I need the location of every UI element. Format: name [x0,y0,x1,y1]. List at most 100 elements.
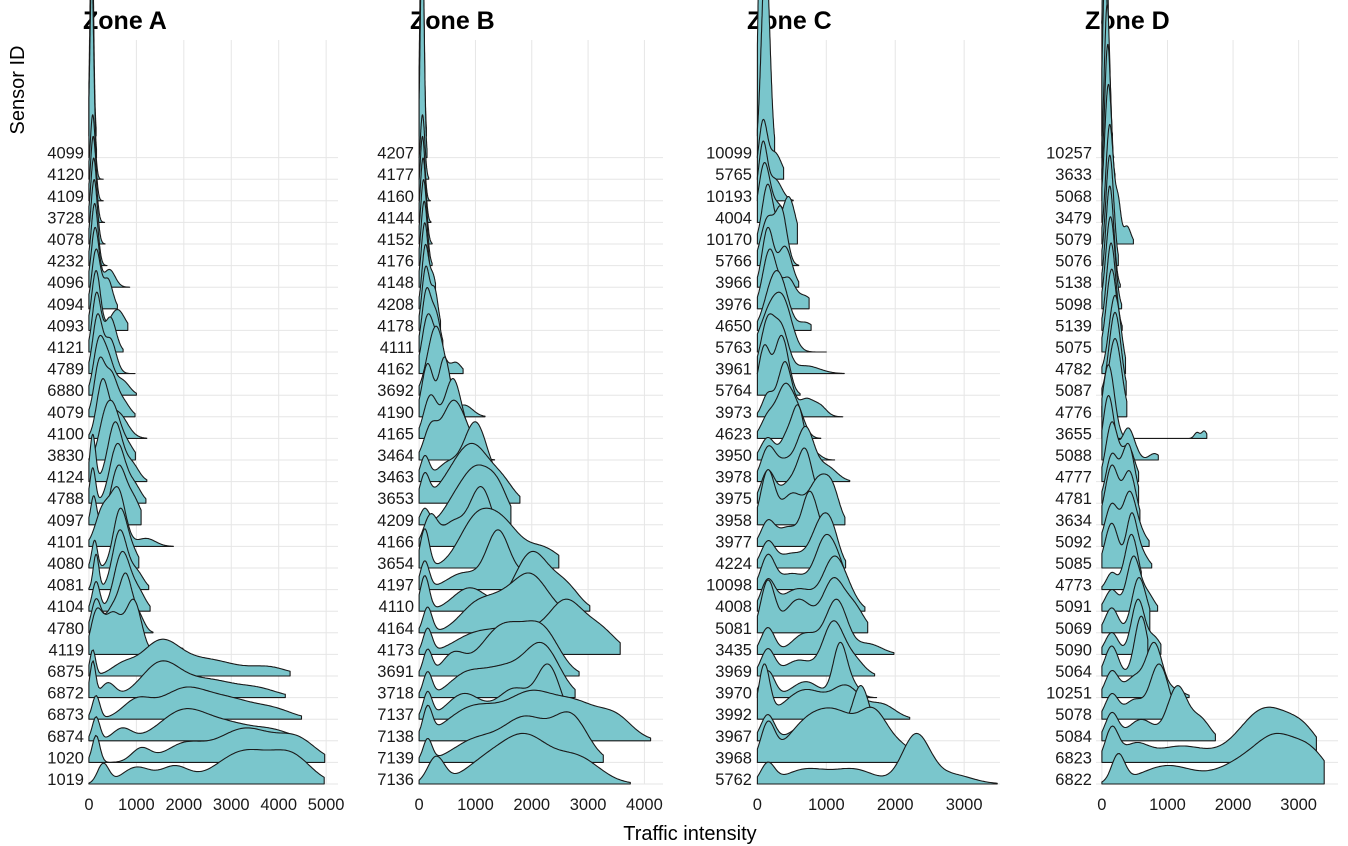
y-tick-label: 3463 [377,469,414,487]
density-ridge [756,469,846,526]
y-tick-label: 3978 [715,469,752,487]
y-tick-label: 4008 [715,598,752,616]
y-tick-label: 3973 [715,404,752,422]
y-tick-label: 4224 [715,555,752,573]
y-tick-label: 4178 [377,317,414,335]
y-tick-label: 3961 [715,361,752,379]
x-axis-title: Traffic intensity [623,823,756,845]
x-tick-label: 1000 [808,796,845,814]
density-ridge [418,0,428,159]
y-tick-label: 4152 [377,231,414,249]
y-tick-label: 4079 [47,404,84,422]
y-tick-label: 4782 [1055,361,1092,379]
y-tick-label: 3969 [715,663,752,681]
x-tick-label: 3000 [570,796,607,814]
y-tick-label: 4177 [377,166,414,184]
y-tick-label: 5139 [1055,317,1092,335]
y-tick-label: 5092 [1055,533,1092,551]
y-tick-label: 4093 [47,317,84,335]
y-tick-label: 5079 [1055,231,1092,249]
y-tick-label: 6875 [47,663,84,681]
y-tick-label: 4173 [377,641,414,659]
y-tick-label: 5076 [1055,253,1092,271]
y-tick-label: 4788 [47,490,84,508]
y-tick-label: 7138 [377,728,414,746]
density-ridge [1101,615,1149,677]
y-tick-label: 10170 [706,231,752,249]
y-tick-label: 3958 [715,512,752,530]
y-tick-label: 4776 [1055,404,1092,422]
y-tick-label: 4162 [377,361,414,379]
y-tick-label: 5091 [1055,598,1092,616]
y-tick-label: 10099 [706,145,752,163]
y-tick-label: 7136 [377,771,414,789]
y-tick-label: 3655 [1055,425,1092,443]
density-ridge [756,0,776,159]
y-tick-label: 3968 [715,749,752,767]
x-tick-label: 0 [1097,796,1106,814]
x-tick-label: 1000 [457,796,494,814]
density-ridge [756,598,895,655]
y-tick-label: 4176 [377,253,414,271]
y-tick-label: 4119 [49,641,84,659]
y-tick-label: 4789 [47,361,84,379]
y-tick-label: 4209 [377,512,414,530]
y-tick-label: 4197 [377,577,414,595]
x-tick-label: 0 [415,796,424,814]
y-tick-label: 4144 [377,209,414,227]
density-ridge [1101,663,1178,720]
y-tick-label: 4232 [47,253,84,271]
x-tick-label: 1000 [118,796,155,814]
x-tick-label: 1000 [1149,796,1186,814]
y-tick-label: 5081 [715,620,752,638]
density-ridge [88,486,174,547]
panel-title: Zone D [1085,7,1170,35]
panel-title: Zone A [83,7,167,35]
y-tick-label: 6874 [47,728,84,746]
y-tick-label: 4110 [379,598,414,616]
x-tick-label: 2000 [1215,796,1252,814]
y-tick-label: 6873 [47,706,84,724]
y-tick-label: 6822 [1055,771,1092,789]
y-tick-label: 5087 [1055,382,1092,400]
y-tick-label: 4097 [47,512,84,530]
x-tick-label: 2000 [877,796,914,814]
density-ridge [88,638,291,677]
density-ridge [88,0,98,159]
density-ridge [756,706,927,763]
y-tick-label: 10251 [1046,685,1092,703]
y-tick-label: 4096 [47,274,84,292]
y-tick-label: 4101 [47,533,84,551]
y-tick-label: 3691 [377,663,414,681]
x-tick-label: 2000 [513,796,550,814]
y-tick-label: 4120 [47,166,84,184]
y-tick-label: 10193 [706,188,752,206]
y-tick-label: 4100 [47,425,84,443]
density-ridge [1101,685,1216,742]
y-tick-label: 4104 [47,598,84,616]
y-tick-label: 5069 [1055,620,1092,638]
y-tick-label: 3977 [715,533,752,551]
density-ridge [88,748,325,785]
y-tick-label: 4164 [377,620,414,638]
y-tick-label: 4623 [715,425,752,443]
density-ridge [1101,512,1153,569]
y-tick-label: 4166 [377,533,414,551]
y-tick-label: 4208 [377,296,414,314]
panel-zone-c: Zone C 0 1000 2000 300010099576510193400410… [706,0,1000,814]
y-tick-label: 4650 [715,317,752,335]
density-ridge [418,507,560,569]
y-tick-label: 3992 [715,706,752,724]
y-tick-label: 4099 [47,145,84,163]
y-tick-label: 5762 [715,771,752,789]
y-tick-label: 5763 [715,339,752,357]
y-tick-label: 4781 [1055,490,1092,508]
y-tick-label: 3950 [715,447,752,465]
density-ridge [88,550,151,612]
density-ridge [418,572,580,634]
y-tick-label: 3728 [47,209,84,227]
y-tick-label: 3718 [377,685,414,703]
y-tick-label: 3633 [1055,166,1092,184]
y-tick-label: 3464 [377,447,414,465]
